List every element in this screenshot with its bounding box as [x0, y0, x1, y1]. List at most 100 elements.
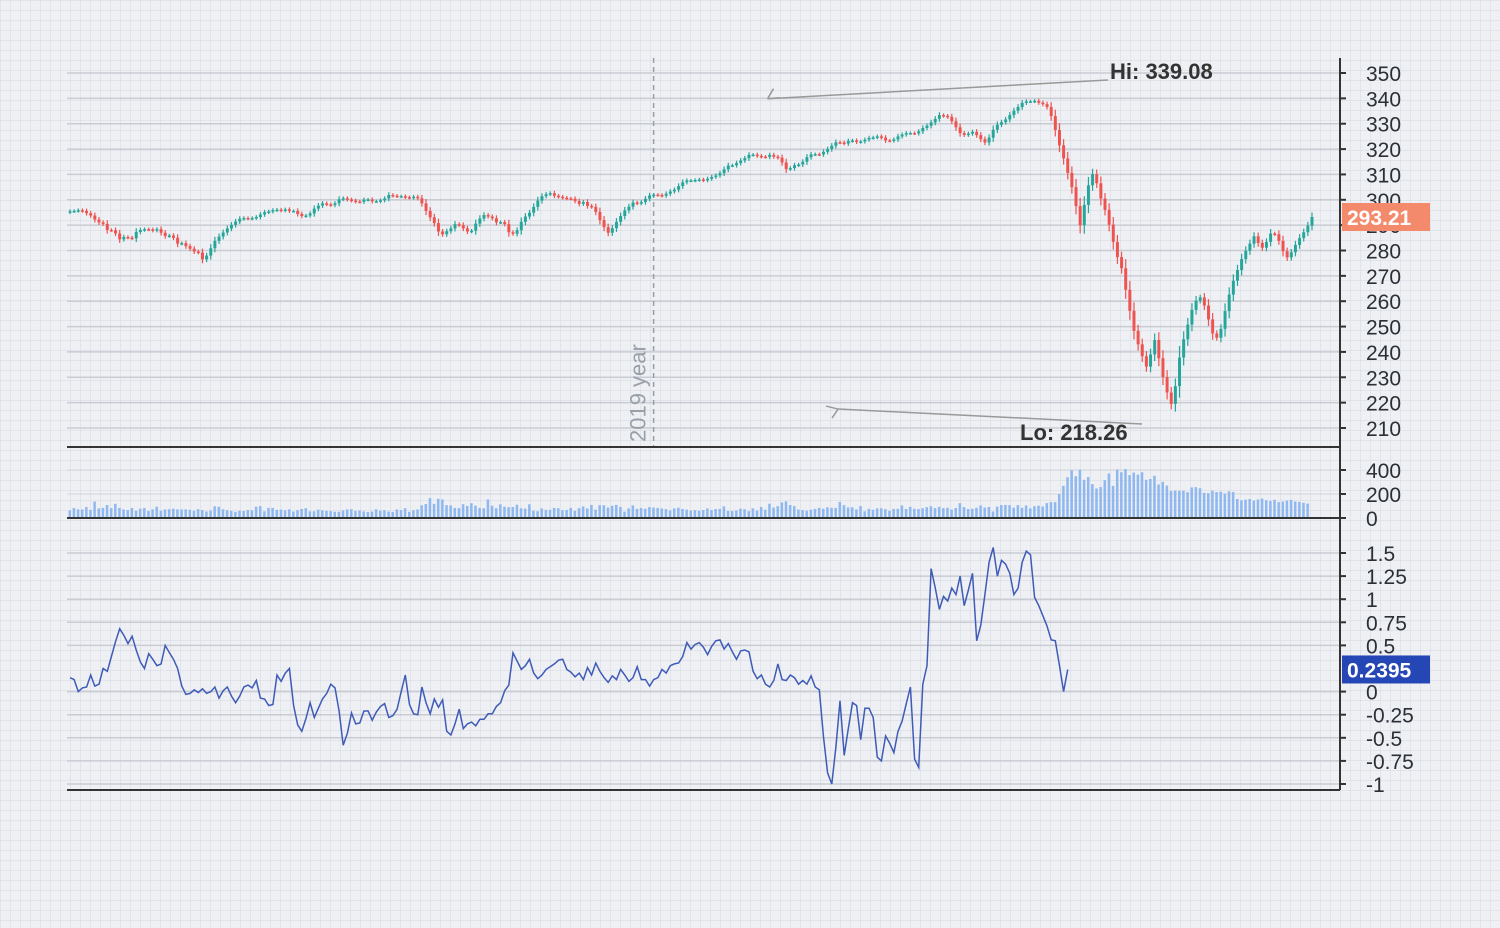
- candle: [283, 207, 287, 213]
- volume-tick-label: 200: [1366, 484, 1401, 507]
- candle-body: [395, 195, 399, 198]
- candle-body: [722, 169, 726, 174]
- candle: [345, 196, 349, 202]
- candle-body: [743, 158, 747, 161]
- candle: [710, 174, 714, 181]
- volume-bar: [515, 504, 519, 518]
- candle-body: [1128, 289, 1132, 311]
- candle-body: [677, 186, 681, 190]
- candle: [594, 203, 598, 216]
- volume-bar: [412, 510, 415, 518]
- candle-body: [1024, 101, 1028, 103]
- volume-bar: [329, 511, 332, 518]
- volume-bar: [1053, 502, 1057, 518]
- candle: [784, 158, 788, 173]
- volume-bar: [1194, 487, 1198, 518]
- candle: [192, 246, 196, 255]
- volume-bar: [345, 509, 349, 518]
- candle: [867, 135, 871, 142]
- candle-body: [246, 218, 250, 220]
- volume-bar: [118, 507, 121, 518]
- indicator-tick-label: -1: [1366, 774, 1385, 797]
- candle-body: [1099, 183, 1103, 199]
- candle-body: [859, 141, 863, 143]
- candle-body: [449, 228, 453, 232]
- volume-bar: [341, 510, 345, 518]
- candle: [776, 154, 780, 160]
- candle: [200, 248, 204, 264]
- indicator-last-value: 0.2395: [1347, 659, 1412, 682]
- candle-body: [1223, 311, 1227, 329]
- candle: [958, 123, 962, 137]
- volume-bar: [1074, 476, 1078, 518]
- candle-body: [300, 213, 304, 217]
- candle-body: [532, 206, 536, 213]
- candle: [557, 193, 561, 199]
- candle-body: [213, 240, 217, 249]
- candle: [258, 212, 262, 220]
- candle-body: [1202, 297, 1206, 306]
- volume-bar: [971, 508, 974, 518]
- last-price-badge: [1342, 203, 1430, 232]
- candle: [805, 154, 809, 165]
- volume-bar: [379, 510, 382, 518]
- candle: [68, 209, 72, 215]
- volume-bar: [821, 508, 825, 518]
- volume-bar: [544, 509, 548, 518]
- candle: [370, 197, 374, 204]
- candle: [586, 199, 589, 209]
- volume-bar: [987, 506, 991, 518]
- candle: [1198, 294, 1202, 304]
- candle: [751, 153, 755, 157]
- candle: [689, 178, 693, 183]
- price-tick-label: 320: [1366, 139, 1401, 162]
- volume-bar: [1070, 470, 1073, 518]
- candle: [1144, 351, 1148, 372]
- volume-bar: [879, 508, 883, 518]
- candle-body: [118, 233, 122, 240]
- candle-body: [432, 217, 436, 224]
- candle: [432, 213, 436, 227]
- candle: [1310, 212, 1314, 231]
- candle-body: [540, 196, 544, 201]
- candle-body: [180, 243, 184, 245]
- candle-body: [85, 210, 89, 214]
- candle: [1293, 240, 1297, 257]
- candle-body: [192, 248, 196, 252]
- candle-body: [1136, 330, 1140, 345]
- candle: [635, 200, 639, 206]
- candle: [747, 152, 751, 161]
- price-tick-label: 230: [1366, 367, 1401, 390]
- candle: [925, 123, 929, 131]
- volume-bar: [743, 509, 746, 518]
- candle: [937, 112, 941, 122]
- candle: [1186, 317, 1190, 346]
- candle-body: [975, 131, 979, 136]
- candle: [793, 162, 796, 171]
- candle: [325, 201, 329, 207]
- candle: [155, 227, 159, 233]
- volume-bar: [962, 507, 966, 518]
- candle: [701, 177, 705, 183]
- candle-body: [1132, 310, 1136, 331]
- candle-body: [1041, 102, 1045, 105]
- candle: [681, 179, 685, 189]
- candle-body: [983, 139, 987, 143]
- candle-body: [1215, 333, 1219, 338]
- volume-bar: [751, 508, 755, 518]
- volume-bar: [540, 508, 543, 518]
- volume-bar: [1020, 507, 1024, 518]
- volume-bar: [1235, 499, 1239, 518]
- volume-bar: [163, 509, 167, 518]
- candle-body: [764, 156, 768, 159]
- candle-body: [1240, 259, 1244, 271]
- candle: [995, 121, 999, 134]
- candle: [908, 131, 912, 135]
- volume-bar: [507, 507, 510, 518]
- volume-bar: [1041, 506, 1044, 518]
- candle: [445, 228, 449, 237]
- candle-body: [813, 154, 817, 156]
- candle-body: [801, 161, 805, 165]
- volume-bar: [536, 511, 539, 518]
